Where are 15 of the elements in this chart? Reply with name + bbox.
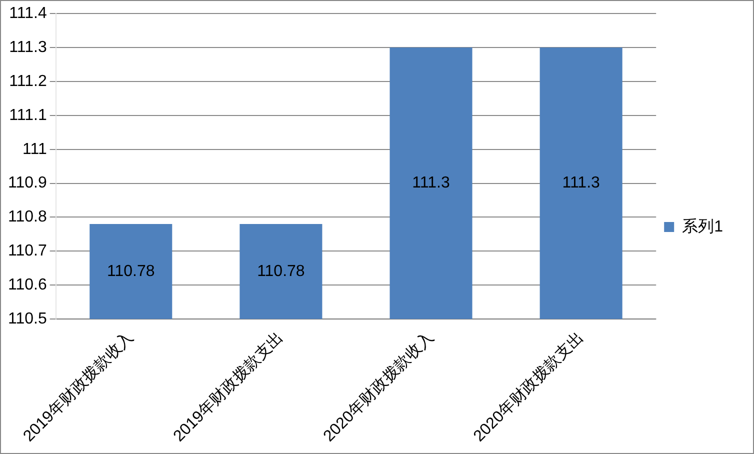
y-tick-label: 111	[22, 140, 47, 158]
data-label: 110.78	[257, 262, 305, 280]
y-tick-label: 110.8	[8, 208, 47, 226]
y-tick-label: 110.6	[8, 276, 47, 294]
y-tick-label: 111.3	[9, 38, 47, 56]
y-tick-label: 111.4	[9, 5, 47, 22]
data-label: 111.3	[562, 174, 600, 192]
data-label: 111.3	[412, 174, 450, 192]
legend-label: 系列1	[682, 217, 724, 236]
y-tick-label: 111.1	[9, 106, 47, 124]
data-label: 110.78	[107, 262, 155, 280]
y-tick-label: 110.9	[8, 174, 47, 192]
y-tick-label: 111.2	[9, 72, 47, 90]
y-tick-label: 110.7	[8, 242, 47, 260]
y-tick-label: 110.5	[8, 310, 47, 328]
